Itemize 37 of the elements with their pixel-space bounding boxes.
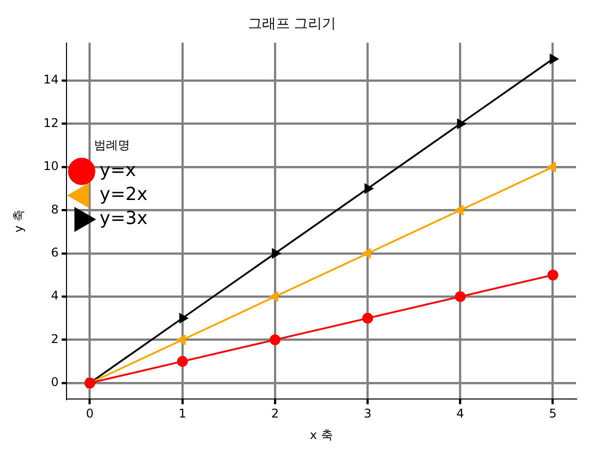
y-tick-label: 2: [51, 332, 59, 346]
x-tick-label: 0: [86, 406, 94, 421]
point: [177, 356, 188, 367]
point: [270, 292, 278, 302]
x-tick-label: 3: [364, 406, 372, 421]
y-tick-label: 8: [51, 202, 59, 216]
point: [547, 162, 556, 172]
chart-title: 그래프 그리기: [248, 16, 336, 32]
point: [179, 313, 188, 323]
legend-title: 범례명: [94, 138, 130, 152]
point: [454, 291, 466, 302]
point: [84, 378, 96, 388]
y-tick-label: 12: [43, 116, 59, 130]
legend-label: y=x: [100, 160, 136, 182]
point: [364, 184, 374, 194]
point: [272, 248, 280, 258]
legend-label: y=3x: [100, 208, 148, 230]
point: [177, 335, 186, 345]
y-tick-label: 4: [51, 288, 59, 303]
y-tick-label: 10: [43, 159, 59, 174]
legend-label: y=2x: [100, 184, 148, 206]
y-tick-label: 0: [51, 375, 59, 390]
point: [457, 119, 466, 129]
point: [550, 54, 558, 64]
y-axis-title: y 축: [11, 210, 26, 232]
point: [547, 270, 558, 280]
point: [454, 205, 464, 215]
x-tick-label: 4: [456, 406, 464, 421]
point: [362, 248, 371, 258]
y-tick-label: 14: [43, 72, 59, 87]
x-axis-title: x 축: [310, 428, 333, 442]
y-tick-label: 6: [51, 246, 59, 260]
x-tick-label: 2: [271, 406, 279, 421]
point: [270, 334, 280, 346]
x-tick-label: 1: [178, 406, 186, 421]
point: [362, 312, 374, 324]
x-tick-label: 5: [549, 406, 557, 421]
